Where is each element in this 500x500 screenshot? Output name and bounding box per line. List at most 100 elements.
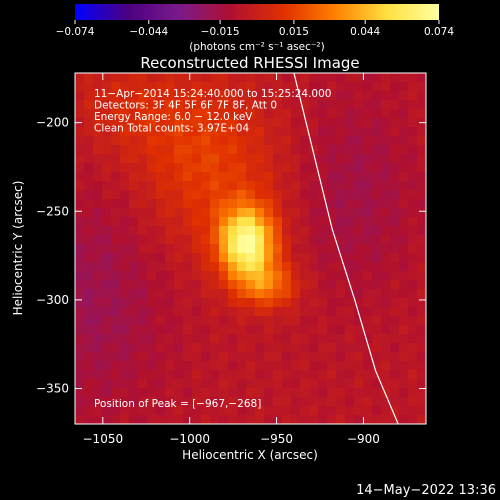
image-pixel: [165, 118, 175, 128]
image-pixel: [363, 253, 373, 263]
image-pixel: [399, 289, 409, 299]
image-pixel: [183, 226, 193, 236]
image-pixel: [156, 118, 166, 128]
image-pixel: [165, 136, 175, 146]
image-pixel: [363, 298, 373, 308]
solar-limb-line: [293, 73, 399, 424]
image-pixel: [363, 379, 373, 389]
image-pixel: [174, 415, 184, 424]
image-pixel: [111, 343, 121, 353]
image-pixel: [354, 379, 364, 389]
image-pixel: [327, 118, 337, 128]
image-pixel: [228, 397, 238, 407]
image-pixel: [381, 325, 391, 335]
image-pixel: [183, 307, 193, 317]
image-pixel: [93, 325, 103, 335]
image-pixel: [201, 217, 211, 227]
image-pixel: [345, 352, 355, 362]
image-pixel: [138, 307, 148, 317]
image-pixel: [93, 343, 103, 353]
image-pixel: [273, 406, 283, 416]
image-pixel: [93, 253, 103, 263]
image-pixel: [138, 118, 148, 128]
image-pixel: [399, 208, 409, 218]
image-pixel: [318, 388, 328, 398]
image-pixel: [264, 352, 274, 362]
image-pixel: [102, 217, 112, 227]
image-pixel: [138, 109, 148, 119]
image-pixel: [390, 136, 400, 146]
image-pixel: [210, 73, 220, 83]
image-pixel: [363, 199, 373, 209]
image-pixel: [237, 415, 247, 424]
image-pixel: [381, 163, 391, 173]
image-pixel: [300, 82, 310, 92]
image-pixel: [300, 280, 310, 290]
image-pixel: [111, 307, 121, 317]
image-pixel: [318, 280, 328, 290]
image-pixel: [192, 271, 202, 281]
image-pixel: [417, 343, 426, 353]
image-pixel: [237, 91, 247, 101]
image-pixel: [345, 334, 355, 344]
image-pixel: [336, 406, 346, 416]
image-pixel: [399, 262, 409, 272]
image-pixel: [93, 352, 103, 362]
image-pixel: [111, 136, 121, 146]
image-pixel: [201, 172, 211, 182]
image-pixel: [363, 82, 373, 92]
image-pixel: [345, 298, 355, 308]
image-pixel: [417, 244, 426, 254]
image-pixel: [354, 235, 364, 245]
image-pixel: [210, 91, 220, 101]
image-pixel: [210, 415, 220, 424]
image-pixel: [417, 217, 426, 227]
image-pixel: [174, 262, 184, 272]
image-pixel: [390, 82, 400, 92]
image-pixel: [318, 91, 328, 101]
image-pixel: [255, 145, 265, 155]
image-pixel: [399, 244, 409, 254]
image-pixel: [183, 397, 193, 407]
image-pixel: [417, 100, 426, 110]
image-pixel: [282, 118, 292, 128]
image-pixel: [372, 172, 382, 182]
image-pixel: [84, 244, 94, 254]
image-pixel: [219, 352, 229, 362]
image-pixel: [273, 217, 283, 227]
image-pixel: [201, 406, 211, 416]
image-pixel: [363, 388, 373, 398]
image-pixel: [165, 325, 175, 335]
image-pixel: [156, 271, 166, 281]
image-pixel: [255, 316, 265, 326]
image-pixel: [309, 154, 319, 164]
image-pixel: [300, 127, 310, 137]
image-pixel: [156, 397, 166, 407]
image-pixel: [354, 154, 364, 164]
image-pixel: [174, 145, 184, 155]
image-pixel: [291, 370, 301, 380]
image-pixel: [282, 217, 292, 227]
image-pixel: [147, 307, 157, 317]
image-pixel: [210, 352, 220, 362]
image-pixel: [219, 163, 229, 173]
y-tick-label: −250: [36, 204, 69, 218]
image-pixel: [219, 343, 229, 353]
image-pixel: [219, 379, 229, 389]
image-pixel: [147, 172, 157, 182]
colorbar: −0.074 −0.044 −0.015 0.015 0.044 0.074 (photo…: [56, 4, 454, 53]
image-pixel: [264, 316, 274, 326]
image-pixel: [201, 181, 211, 191]
image-pixel: [336, 289, 346, 299]
image-pixel: [255, 109, 265, 119]
image-pixel: [129, 388, 139, 398]
image-pixel: [102, 244, 112, 254]
image-pixel: [165, 82, 175, 92]
image-pixel: [300, 154, 310, 164]
image-pixel: [93, 334, 103, 344]
image-pixel: [219, 73, 229, 83]
image-pixel: [399, 154, 409, 164]
image-pixel: [210, 208, 220, 218]
image-pixel: [228, 136, 238, 146]
image-pixel: [210, 253, 220, 263]
